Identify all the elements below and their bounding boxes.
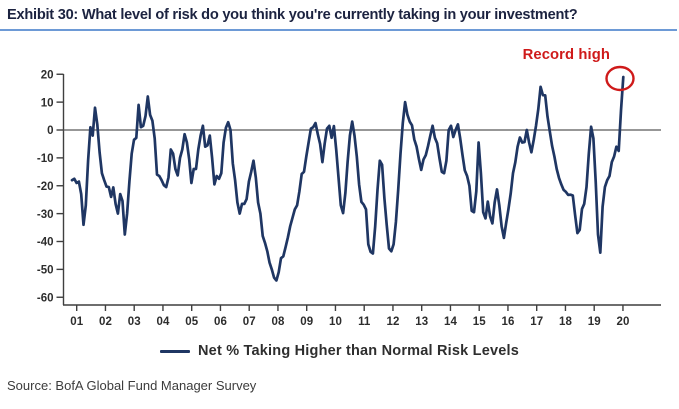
x-tick-label: 05 — [185, 316, 198, 328]
x-tick-label: 02 — [99, 316, 112, 328]
axes-layer: 20 10 0 -10 -20 -30 -40 -50 -60 01 02 03 04 05 06 07 08 0… — [37, 69, 661, 328]
chart-legend: Net % Taking Higher than Normal Risk Lev… — [0, 343, 679, 359]
x-tick-label: 08 — [272, 316, 285, 328]
y-tick-label: 0 — [47, 125, 53, 137]
y-tick-label: 20 — [41, 69, 54, 81]
y-tick-label: -40 — [37, 237, 54, 249]
y-tick-label: -60 — [37, 292, 54, 304]
x-tick-label: 13 — [415, 316, 428, 328]
y-tick-label: -10 — [37, 153, 54, 165]
y-tick-label: 10 — [41, 97, 54, 109]
legend-series-label: Net % Taking Higher than Normal Risk Lev… — [198, 343, 519, 359]
x-tick-label: 07 — [243, 316, 256, 328]
x-tick-label: 09 — [300, 316, 313, 328]
series-layer — [70, 75, 625, 282]
x-tick-label: 12 — [387, 316, 400, 328]
x-tick-label: 10 — [329, 316, 342, 328]
risk-series-line — [70, 75, 625, 282]
x-tick-label: 01 — [70, 316, 83, 328]
exhibit-header: Exhibit 30: What level of risk do you th… — [0, 0, 677, 31]
x-tick-label: 20 — [617, 316, 630, 328]
x-tick-label: 11 — [358, 316, 371, 328]
legend-line-swatch — [160, 350, 191, 354]
x-tick-label: 15 — [473, 316, 486, 328]
source-note: Source: BofA Global Fund Manager Survey — [7, 378, 257, 393]
x-tick-label: 19 — [588, 316, 601, 328]
x-tick-label: 06 — [214, 316, 227, 328]
exhibit-title: Exhibit 30: What level of risk do you th… — [7, 7, 578, 23]
y-tick-label: -50 — [37, 265, 54, 277]
record-high-circle — [605, 65, 635, 92]
x-tick-label: 14 — [444, 316, 457, 328]
x-tick-label: 03 — [128, 316, 141, 328]
x-tick-label: 04 — [157, 316, 170, 328]
y-tick-label: -20 — [37, 181, 54, 193]
x-tick-label: 16 — [502, 316, 515, 328]
x-tick-label: 18 — [559, 316, 572, 328]
record-high-annotation: Record high — [523, 47, 610, 63]
y-tick-label: -30 — [37, 209, 54, 221]
x-tick-label: 17 — [530, 316, 543, 328]
